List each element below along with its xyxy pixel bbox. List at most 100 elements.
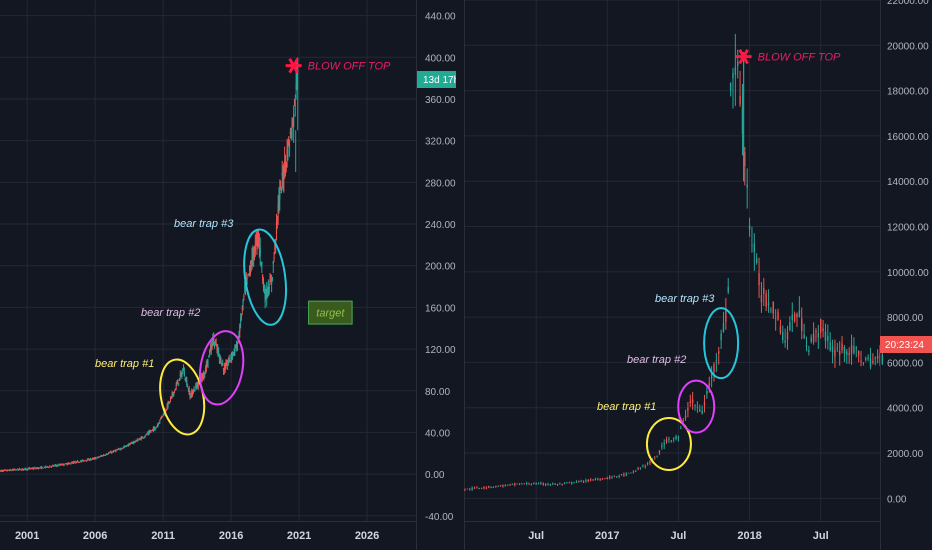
right-candle-body	[561, 483, 563, 485]
left-candle-body	[145, 434, 147, 436]
left-candle-body	[31, 467, 33, 469]
left-candle-body	[179, 374, 181, 377]
right-candle-body	[718, 351, 720, 354]
left-candle-body	[139, 438, 141, 440]
left-price-axis[interactable]: -40.00 0.00 40.00 80.00 120.00 160.00 200.00 24…	[425, 12, 456, 523]
left-candle-body	[150, 431, 152, 433]
left-candle-body	[181, 374, 183, 377]
right-bear-trap-3-circle	[703, 307, 740, 380]
left-candle-body	[169, 398, 172, 400]
left-candle-body	[277, 205, 279, 213]
left-candle-body	[195, 385, 198, 389]
right-candle-body	[815, 330, 817, 333]
right-candle-body	[478, 488, 480, 490]
right-candle-body	[580, 480, 582, 482]
left-candle-body	[217, 349, 219, 353]
right-candle-body	[464, 489, 466, 491]
left-candle-body	[257, 233, 259, 240]
left-candle-body	[148, 431, 150, 434]
left-candle-body	[141, 437, 143, 439]
left-candle-body	[18, 469, 20, 471]
left-candle-body	[125, 445, 128, 447]
left-candle-body	[23, 469, 25, 470]
right-y-tick-label: 14000.00	[887, 177, 929, 188]
right-candle-body	[850, 345, 853, 354]
left-candle-body	[45, 467, 48, 468]
left-candle-body	[189, 394, 191, 398]
left-candle-body	[242, 299, 244, 304]
left-candle-body	[208, 355, 210, 357]
right-candle-body	[838, 350, 841, 355]
right-candle-body	[644, 465, 646, 467]
left-candle-body	[155, 427, 157, 429]
left-time-axis[interactable]: 2001 2006 2011 2016 2021 2026	[15, 530, 379, 542]
left-candle-body	[94, 457, 97, 459]
left-candle-body	[211, 345, 213, 348]
right-candle-body	[639, 467, 642, 469]
left-candle-body	[66, 463, 68, 465]
right-candle-body	[504, 485, 507, 486]
left-candle-body	[100, 456, 102, 457]
right-y-tick-label: 22000.00	[887, 0, 929, 7]
left-candle-body	[258, 243, 260, 248]
right-countdown-label: 20:23:24	[885, 340, 924, 351]
right-candle-body	[608, 476, 611, 479]
right-chart-panel[interactable]: bear trap #1 bear trap #2 bear trap #3 BLOW…	[464, 0, 932, 550]
left-candle-body	[259, 247, 261, 256]
right-candle-body	[599, 479, 601, 480]
right-time-axis[interactable]: Jul 2017 Jul 2018 Jul	[528, 530, 828, 542]
right-candle-body	[490, 487, 492, 489]
right-candle-body	[746, 184, 748, 188]
left-candle-body	[286, 149, 288, 157]
target-box	[308, 300, 353, 325]
left-candle-body	[60, 464, 62, 466]
left-candle-body	[167, 403, 169, 407]
left-candle-body	[151, 430, 153, 432]
right-candle-body	[613, 475, 616, 477]
right-candle-body	[798, 310, 801, 318]
left-candle-body	[4, 469, 6, 471]
right-x-tick-label: Jul	[813, 530, 829, 542]
right-candle-body	[506, 484, 509, 486]
right-candle-body	[715, 360, 718, 362]
right-annotations: bear trap #1 bear trap #2 bear trap #3 BLOW…	[597, 48, 841, 471]
left-candle-body	[157, 423, 159, 425]
left-candle-body	[54, 465, 57, 466]
left-candle-body	[138, 438, 141, 440]
left-candle-body	[63, 464, 66, 466]
left-candle-body	[59, 464, 61, 466]
left-candle-body	[113, 450, 115, 452]
left-candle-body	[282, 173, 284, 180]
left-candle-body	[110, 451, 112, 453]
right-candle-body	[699, 409, 701, 412]
left-candle-body	[180, 372, 182, 375]
left-candle-body	[84, 460, 86, 462]
right-candle-body	[817, 332, 820, 338]
left-candle-body	[142, 437, 144, 439]
right-price-axis[interactable]: 0.00 2000.00 4000.00 6000.00 8000.00 10000.00…	[887, 0, 929, 505]
left-chart-panel[interactable]: bear trap #1 bear trap #2 bear trap #3 targ…	[0, 0, 461, 550]
right-candle-body	[767, 302, 770, 306]
left-candle-body	[187, 387, 190, 390]
right-bear-trap-1-label: bear trap #1	[597, 401, 656, 413]
left-candle-body	[79, 462, 81, 463]
right-candle-body	[855, 347, 857, 350]
left-candle-body	[5, 469, 8, 471]
left-candle-body	[126, 445, 128, 447]
left-candle-body	[69, 463, 71, 464]
right-candle-body	[488, 486, 490, 488]
right-candle-body	[770, 309, 772, 311]
left-candle-body	[291, 126, 293, 138]
left-candle-body	[6, 470, 8, 472]
left-candle-body	[35, 467, 37, 469]
left-candle-body	[131, 442, 133, 444]
left-candle-body	[293, 101, 296, 103]
left-y-tick-label: 0.00	[425, 470, 445, 481]
left-candle-body	[9, 469, 11, 471]
left-candle-body	[207, 361, 209, 363]
left-candle-body	[114, 450, 116, 452]
right-candle-body	[872, 360, 874, 363]
left-candle-body	[281, 173, 283, 176]
left-candle-body	[225, 363, 227, 369]
left-candle-body	[115, 450, 117, 452]
